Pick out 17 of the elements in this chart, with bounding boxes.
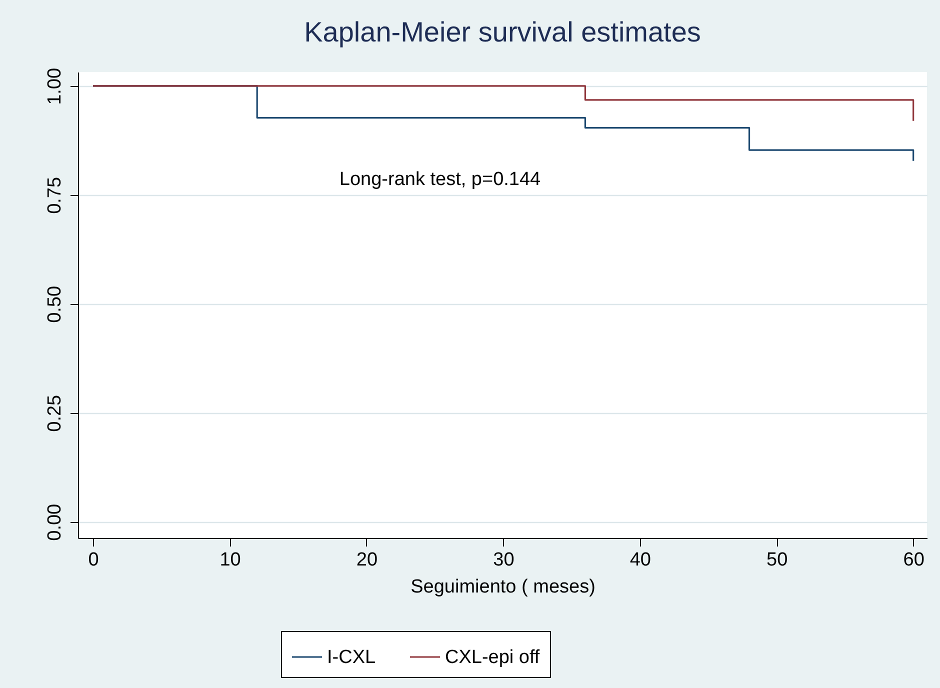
- x-tick-label: 50: [766, 550, 788, 570]
- x-tick-label: 20: [356, 550, 378, 570]
- y-tick-label: 0.75: [44, 176, 66, 214]
- x-tick-label: 30: [493, 550, 514, 570]
- y-tick-label: 0.25: [44, 394, 66, 432]
- x-tick-label: 60: [903, 550, 924, 570]
- x-tick-label: 10: [220, 550, 241, 570]
- chart-title: Kaplan-Meier survival estimates: [304, 16, 701, 48]
- y-tick-label: 0.50: [44, 286, 66, 323]
- x-tick-label: 0: [88, 550, 99, 570]
- x-tick-label: 40: [630, 550, 651, 570]
- x-axis-title: Seguimiento ( meses): [410, 576, 596, 598]
- legend-label: CXL-epi off: [445, 647, 540, 668]
- legend-label: I-CXL: [327, 647, 376, 668]
- annotation: Long-rank test, p=0.144: [339, 169, 542, 190]
- y-tick-label: 0.00: [44, 504, 66, 541]
- y-tick-label: 1.00: [44, 68, 66, 105]
